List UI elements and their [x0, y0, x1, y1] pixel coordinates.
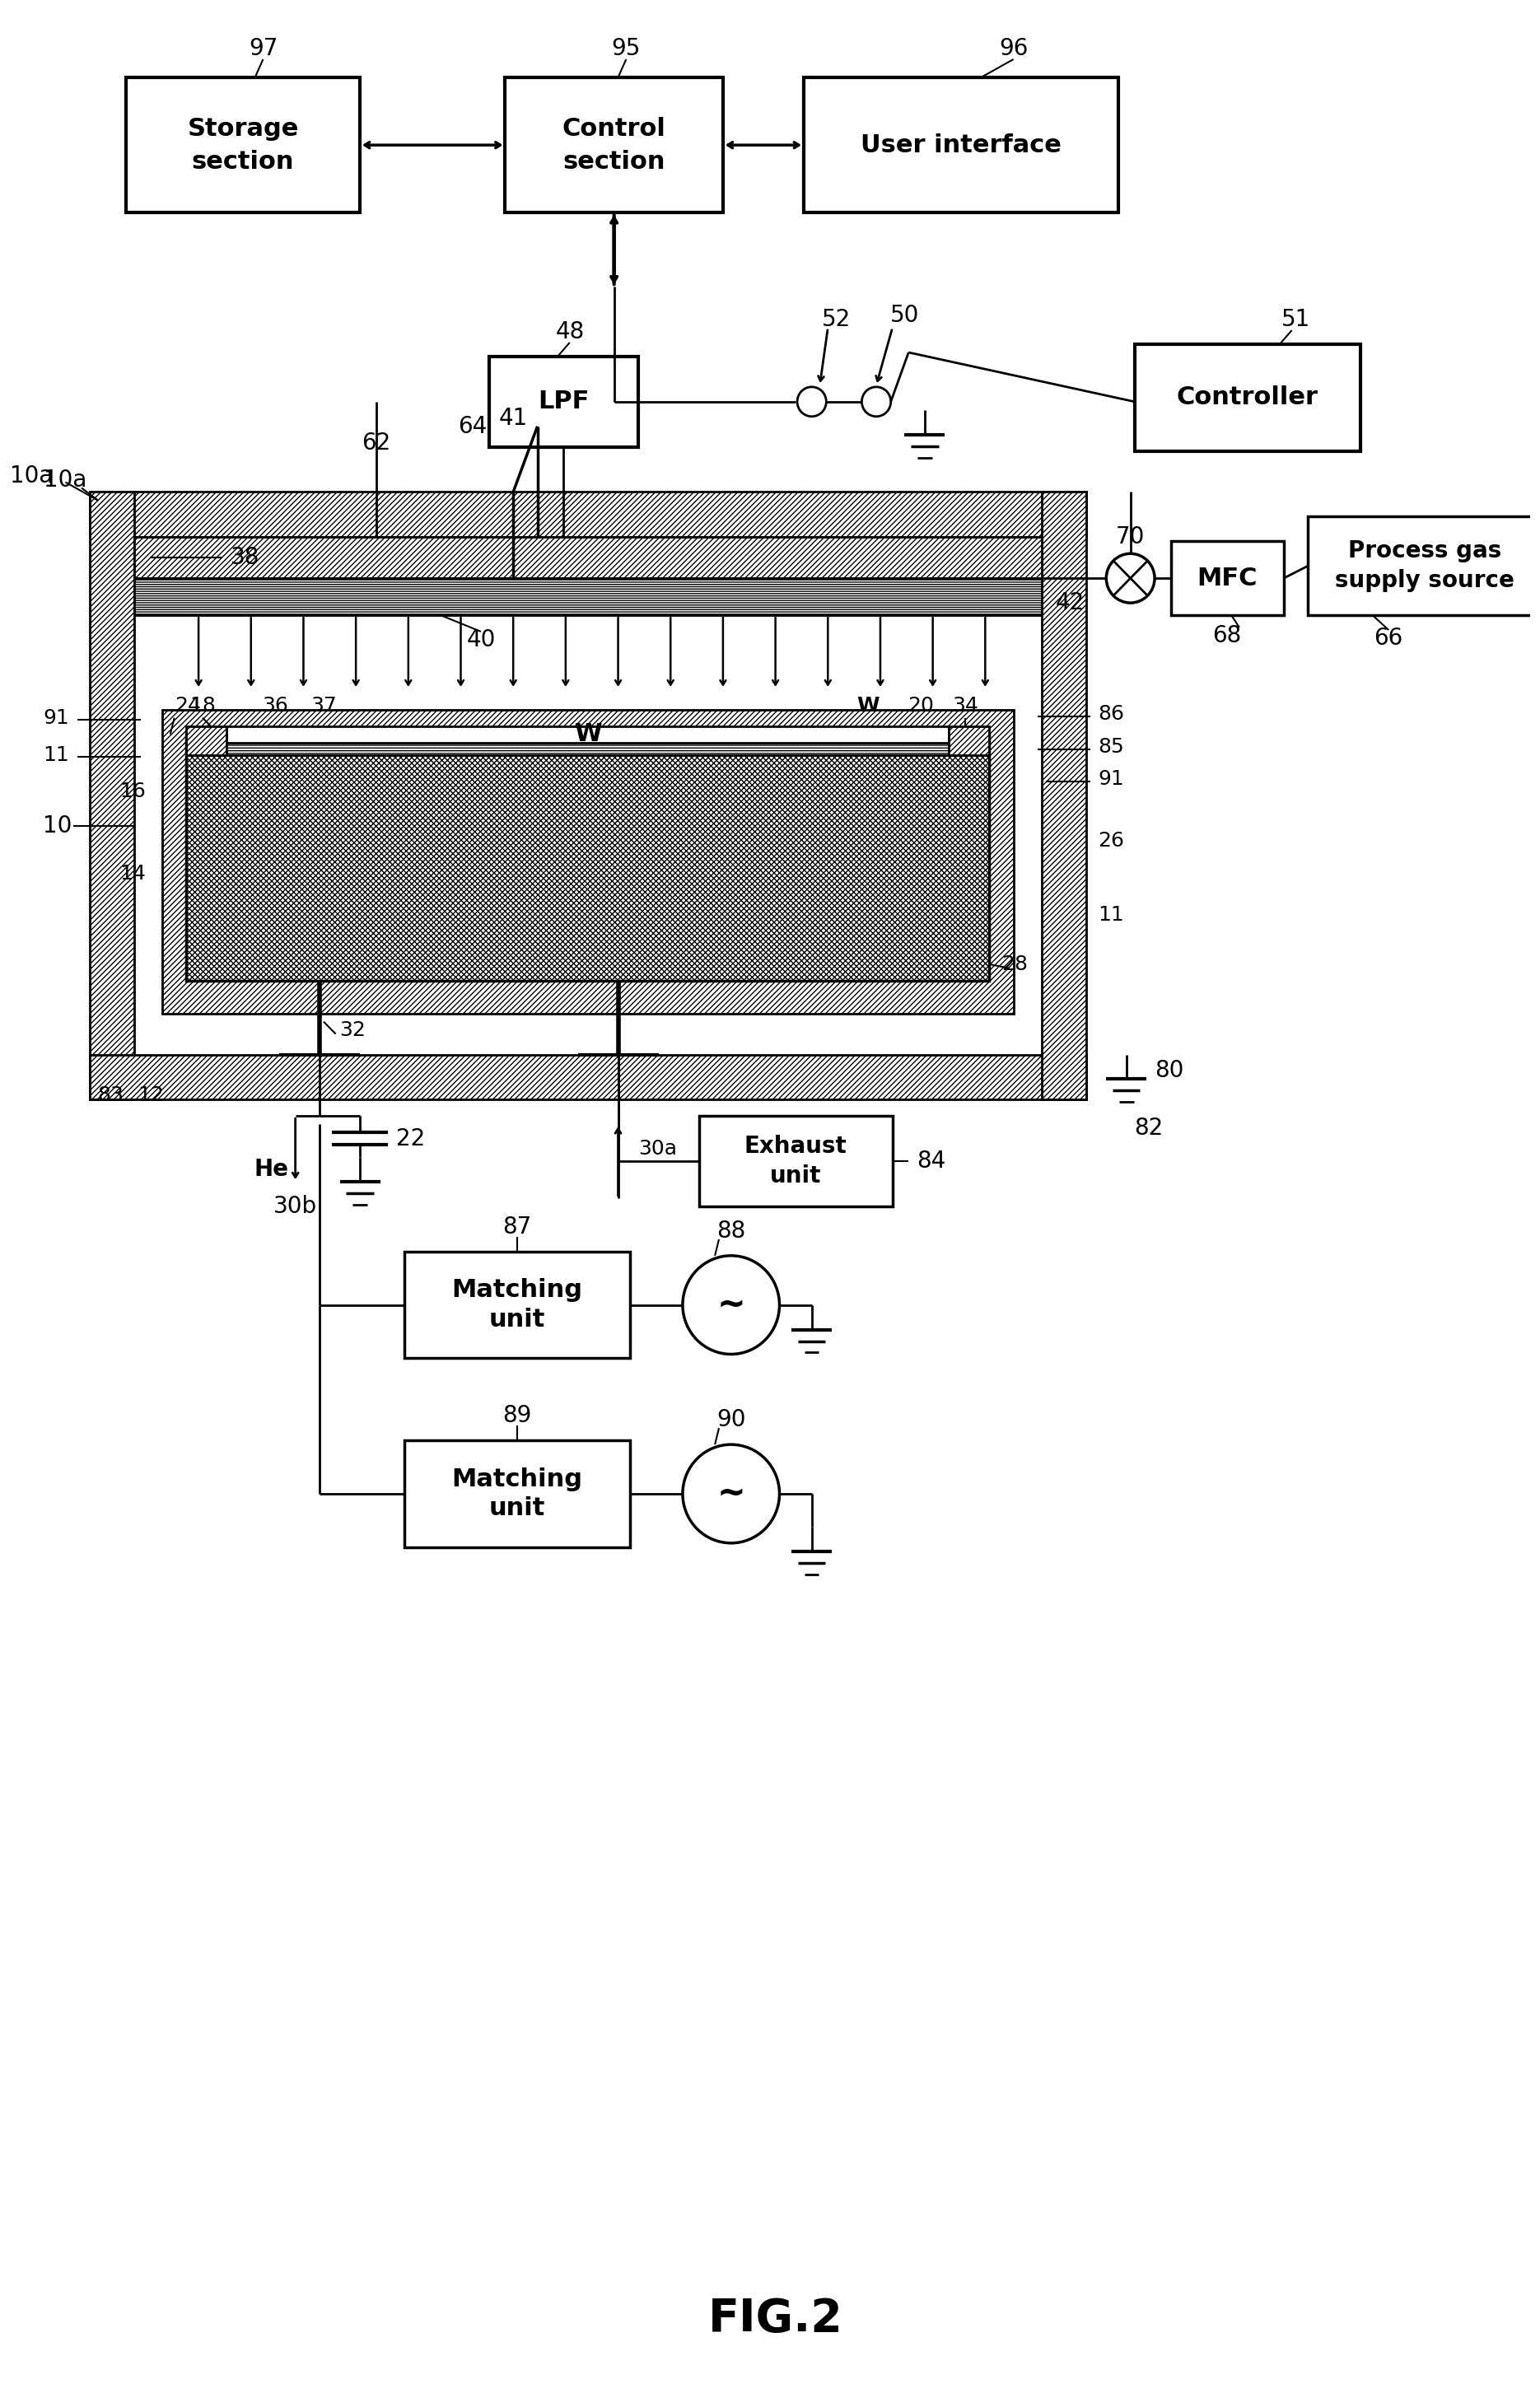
- Bar: [186, 734, 989, 755]
- Text: Matching: Matching: [451, 1278, 582, 1302]
- Text: 18: 18: [189, 695, 216, 715]
- Bar: [1307, 516, 1540, 616]
- Text: section: section: [191, 149, 294, 173]
- Text: 38: 38: [231, 547, 260, 568]
- Text: 24: 24: [174, 695, 200, 715]
- Bar: [949, 727, 989, 755]
- Bar: [699, 1115, 892, 1206]
- Bar: [186, 727, 226, 755]
- Bar: [226, 727, 949, 743]
- Text: 42: 42: [1055, 592, 1084, 614]
- Text: 52: 52: [821, 307, 850, 331]
- Text: MFC: MFC: [1197, 566, 1258, 590]
- Text: 30b: 30b: [274, 1194, 317, 1218]
- Text: 48: 48: [556, 321, 584, 343]
- Bar: [405, 1252, 630, 1357]
- Text: 91: 91: [43, 707, 69, 727]
- Text: 50: 50: [890, 305, 919, 326]
- Text: 89: 89: [502, 1405, 531, 1427]
- Bar: [134, 578, 1041, 616]
- Text: Process gas: Process gas: [1348, 540, 1502, 564]
- Bar: [1170, 542, 1284, 616]
- Text: He: He: [254, 1158, 288, 1180]
- Text: Storage: Storage: [188, 118, 299, 141]
- Text: 70: 70: [1116, 525, 1146, 549]
- Text: Matching: Matching: [451, 1468, 582, 1492]
- Text: 11: 11: [43, 746, 69, 765]
- Text: section: section: [562, 149, 665, 173]
- Text: 95: 95: [611, 36, 641, 60]
- Bar: [89, 492, 134, 1101]
- Text: supply source: supply source: [1335, 568, 1515, 592]
- Text: 86: 86: [1098, 705, 1124, 724]
- Text: Control: Control: [562, 118, 665, 141]
- Text: FIG.2: FIG.2: [708, 2297, 842, 2340]
- Text: Exhaust: Exhaust: [744, 1134, 847, 1158]
- Text: 34: 34: [952, 695, 978, 715]
- Text: 37: 37: [311, 695, 337, 715]
- Text: Controller: Controller: [1177, 386, 1318, 410]
- Text: 84: 84: [916, 1149, 946, 1173]
- Text: 22: 22: [396, 1127, 425, 1151]
- Text: 90: 90: [716, 1408, 745, 1432]
- Text: 41: 41: [499, 408, 528, 429]
- Text: 66: 66: [1374, 626, 1403, 650]
- Bar: [186, 734, 989, 981]
- Bar: [804, 77, 1118, 213]
- Text: LPF: LPF: [537, 391, 590, 412]
- Text: unit: unit: [770, 1165, 821, 1187]
- Bar: [89, 1055, 1086, 1101]
- Bar: [134, 537, 1041, 578]
- Text: 20: 20: [907, 695, 933, 715]
- Text: 10a: 10a: [43, 468, 86, 492]
- Text: W: W: [856, 695, 879, 715]
- Text: 32: 32: [340, 1019, 367, 1041]
- Bar: [1041, 492, 1086, 1101]
- Text: 85: 85: [1098, 736, 1124, 755]
- Text: unit: unit: [490, 1496, 545, 1520]
- Bar: [126, 77, 360, 213]
- Text: 96: 96: [999, 36, 1029, 60]
- Text: 26: 26: [1098, 832, 1124, 851]
- Text: User interface: User interface: [861, 134, 1061, 156]
- Text: 68: 68: [1212, 623, 1241, 647]
- Text: ~: ~: [716, 1477, 745, 1511]
- Bar: [405, 1441, 630, 1547]
- Bar: [490, 357, 638, 446]
- Text: 16: 16: [120, 782, 146, 801]
- Text: unit: unit: [490, 1307, 545, 1331]
- Text: 40: 40: [467, 628, 496, 652]
- Text: 36: 36: [262, 695, 288, 715]
- Text: W: W: [574, 722, 602, 746]
- Bar: [162, 710, 1013, 1014]
- Text: 10: 10: [43, 815, 72, 837]
- Text: 12: 12: [139, 1086, 165, 1105]
- Text: 80: 80: [1155, 1060, 1184, 1081]
- Text: 10a: 10a: [11, 465, 54, 487]
- Text: 91: 91: [1098, 770, 1124, 789]
- Text: 62: 62: [362, 432, 391, 453]
- Text: 64: 64: [459, 415, 487, 439]
- Text: 83: 83: [97, 1086, 123, 1105]
- Text: 51: 51: [1281, 307, 1311, 331]
- Text: 88: 88: [716, 1221, 745, 1242]
- Text: 11: 11: [1098, 904, 1124, 926]
- Text: 87: 87: [502, 1216, 531, 1237]
- Text: ~: ~: [716, 1288, 745, 1321]
- Text: 82: 82: [1135, 1117, 1164, 1139]
- Bar: [89, 492, 1086, 537]
- Text: 14: 14: [120, 863, 146, 885]
- Bar: [1135, 345, 1360, 451]
- Text: 30a: 30a: [638, 1139, 678, 1158]
- Text: 28: 28: [1001, 954, 1027, 974]
- Bar: [505, 77, 722, 213]
- Text: 97: 97: [248, 36, 277, 60]
